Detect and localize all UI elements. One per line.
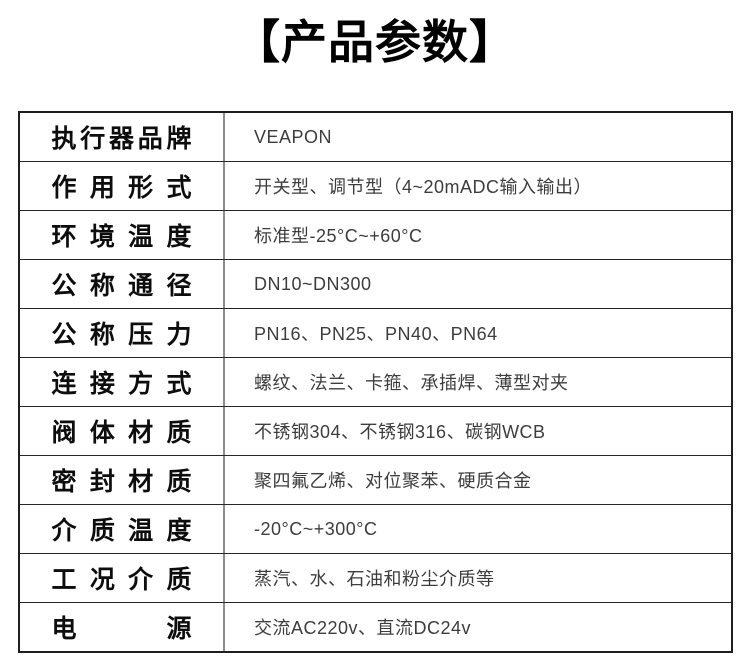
row-value: 螺纹、法兰、卡箍、承插焊、薄型对夹 [254, 373, 569, 393]
table-row: 阀体材质 不锈钢304、不锈钢316、碳钢WCB [20, 407, 731, 456]
row-label: 公称压力 [51, 321, 192, 349]
table-row: 电 源 交流AC220v、直流DC24v [20, 603, 731, 651]
row-label-cell: 作用形式 [20, 162, 225, 210]
row-value-cell: 开关型、调节型（4~20mADC输入输出） [225, 162, 731, 210]
row-value: 开关型、调节型（4~20mADC输入输出） [254, 177, 593, 197]
row-label-cell: 执行器品牌 [20, 113, 225, 161]
row-label-cell: 阀体材质 [20, 407, 225, 455]
row-value-cell: VEAPON [225, 113, 731, 161]
row-label: 连接方式 [51, 370, 192, 398]
row-value: 交流AC220v、直流DC24v [254, 618, 472, 638]
table-row: 介质温度 -20°C~+300°C [20, 505, 731, 554]
table-row: 环境温度 标准型-25°C~+60°C [20, 211, 731, 260]
row-value-cell: -20°C~+300°C [225, 505, 731, 553]
row-label-cell: 公称压力 [20, 309, 225, 357]
table-row: 执行器品牌 VEAPON [20, 113, 731, 162]
row-value: DN10~DN300 [254, 273, 372, 294]
row-value-cell: 标准型-25°C~+60°C [225, 211, 731, 259]
row-label-cell: 公称通径 [20, 260, 225, 308]
table-row: 密封材质 聚四氟乙烯、对位聚苯、硬质合金 [20, 456, 731, 505]
row-label-cell: 介质温度 [20, 505, 225, 553]
table-row: 工况介质 蒸汽、水、石油和粉尘介质等 [20, 554, 731, 603]
row-label: 密封材质 [51, 468, 192, 496]
row-label: 电 源 [51, 615, 192, 643]
page-title: 【产品参数】 [234, 16, 516, 68]
row-label: 介质温度 [51, 517, 192, 545]
row-value: 聚四氟乙烯、对位聚苯、硬质合金 [254, 471, 532, 491]
table-row: 连接方式 螺纹、法兰、卡箍、承插焊、薄型对夹 [20, 358, 731, 407]
row-value-cell: 聚四氟乙烯、对位聚苯、硬质合金 [225, 456, 731, 504]
table-row: 作用形式 开关型、调节型（4~20mADC输入输出） [20, 162, 731, 211]
row-label: 公称通径 [51, 272, 192, 300]
table-row: 公称通径 DN10~DN300 [20, 260, 731, 309]
row-value-cell: DN10~DN300 [225, 260, 731, 308]
row-value-cell: PN16、PN25、PN40、PN64 [225, 309, 731, 357]
row-label: 作用形式 [51, 174, 192, 202]
row-value: PN16、PN25、PN40、PN64 [254, 324, 498, 344]
row-value: 蒸汽、水、石油和粉尘介质等 [254, 569, 495, 589]
row-value-cell: 不锈钢304、不锈钢316、碳钢WCB [225, 407, 731, 455]
row-value: 标准型-25°C~+60°C [254, 226, 423, 246]
row-label: 环境温度 [51, 223, 192, 251]
row-value-cell: 蒸汽、水、石油和粉尘介质等 [225, 554, 731, 602]
row-label: 工况介质 [51, 566, 192, 594]
row-value: 不锈钢304、不锈钢316、碳钢WCB [254, 422, 546, 442]
parameters-table: 执行器品牌 VEAPON 作用形式 开关型、调节型（4~20mADC输入输出） … [18, 111, 733, 653]
row-value: VEAPON [254, 126, 333, 147]
row-label-cell: 工况介质 [20, 554, 225, 602]
row-label-cell: 电 源 [20, 603, 225, 651]
row-label: 阀体材质 [51, 419, 192, 447]
row-value: -20°C~+300°C [254, 518, 378, 539]
row-value-cell: 交流AC220v、直流DC24v [225, 603, 731, 651]
row-label-cell: 环境温度 [20, 211, 225, 259]
row-value-cell: 螺纹、法兰、卡箍、承插焊、薄型对夹 [225, 358, 731, 406]
row-label: 执行器品牌 [51, 125, 192, 153]
row-label-cell: 连接方式 [20, 358, 225, 406]
row-label-cell: 密封材质 [20, 456, 225, 504]
table-row: 公称压力 PN16、PN25、PN40、PN64 [20, 309, 731, 358]
